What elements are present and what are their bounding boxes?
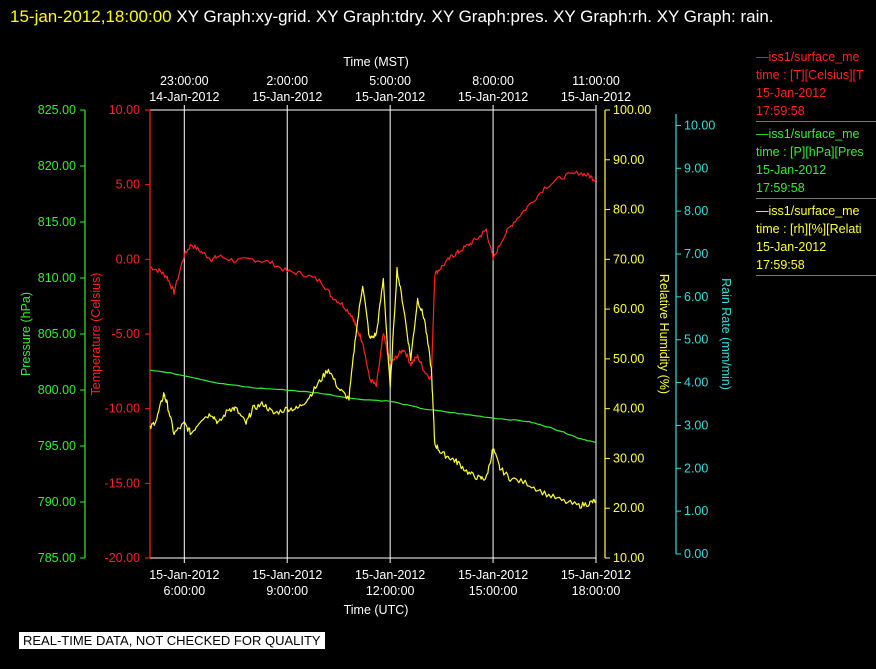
- legend-entry-pressure: —iss1/surface_me time : [P][hPa][Pres 15…: [756, 125, 876, 199]
- legend-entry-temperature: —iss1/surface_me time : [T][Celsius][T 1…: [756, 48, 876, 122]
- legend-line: —iss1/surface_me: [756, 50, 860, 64]
- timestamp: 15-jan-2012,18:00:00: [10, 7, 172, 26]
- rain-tick-label: 5.00: [684, 333, 708, 347]
- x-tick-label-date: 15-Jan-2012: [355, 568, 425, 582]
- pressure-tick-label: 790.00: [38, 495, 76, 509]
- x-tick-label-time: 6:00:00: [163, 584, 205, 598]
- temperature-tick-label: 5.00: [116, 178, 140, 192]
- rain-tick-label: 7.00: [684, 247, 708, 261]
- rain-tick-label: 9.00: [684, 161, 708, 175]
- rain-tick-label: 4.00: [684, 376, 708, 390]
- pressure-tick-label: 815.00: [38, 215, 76, 229]
- graph-list: XY Graph:xy-grid. XY Graph:tdry. XY Grap…: [176, 7, 774, 26]
- x-tick-label-date: 15-Jan-2012: [561, 568, 631, 582]
- x-top-tick-label-time: 2:00:00: [266, 74, 308, 88]
- temperature-series-line: [149, 170, 597, 388]
- legend-line: —iss1/surface_me: [756, 127, 860, 141]
- graph-title: 15-jan-2012,18:00:00 XY Graph:xy-grid. X…: [10, 2, 870, 32]
- x-top-tick-label-date: 15-Jan-2012: [355, 90, 425, 104]
- x-tick-label-date: 15-Jan-2012: [149, 568, 219, 582]
- temperature-tick-label: 10.00: [109, 103, 140, 117]
- legend-line: 17:59:58: [756, 104, 805, 118]
- x-top-tick-label-date: 14-Jan-2012: [149, 90, 219, 104]
- x-top-tick-label-time: 23:00:00: [160, 74, 209, 88]
- humidity-tick-label: 10.00: [613, 551, 644, 565]
- pressure-tick-label: 795.00: [38, 439, 76, 453]
- humidity-tick-label: 40.00: [613, 402, 644, 416]
- temperature-tick-label: -5.00: [112, 327, 141, 341]
- pressure-tick-label: 785.00: [38, 551, 76, 565]
- quality-warning-banner: REAL-TIME DATA, NOT CHECKED FOR QUALITY: [19, 632, 325, 649]
- rain-tick-label: 0.00: [684, 547, 708, 561]
- humidity-tick-label: 70.00: [613, 252, 644, 266]
- legend-line: time : [rh][%][Relati: [756, 222, 862, 236]
- rain-tick-label: 1.00: [684, 504, 708, 518]
- x-top-tick-label-time: 5:00:00: [369, 74, 411, 88]
- temperature-tick-label: -20.00: [105, 551, 140, 565]
- rain-axis-title: Rain Rate (mm/min): [719, 278, 733, 390]
- x-top-tick-label-time: 11:00:00: [572, 74, 620, 88]
- rain-tick-label: 6.00: [684, 290, 708, 304]
- grid-lines: [183, 110, 597, 558]
- pressure-tick-label: 810.00: [38, 271, 76, 285]
- humidity-tick-label: 30.00: [613, 451, 644, 465]
- humidity-tick-label: 90.00: [613, 153, 644, 167]
- axes: 15-Jan-2012 6:00:00 15-Jan-2012 9:00:00 15-J…: [38, 74, 716, 598]
- x-top-tick-label-date: 15-Jan-2012: [252, 90, 322, 104]
- legend-entry-humidity: —iss1/surface_me time : [rh][%][Relati 1…: [756, 202, 876, 276]
- rain-tick-label: 3.00: [684, 418, 708, 432]
- plot-area: [149, 109, 597, 559]
- x-top-axis-title: Time (MST): [343, 55, 409, 69]
- humidity-tick-label: 80.00: [613, 203, 644, 217]
- temperature-tick-label: -10.00: [105, 402, 140, 416]
- x-tick-label-time: 9:00:00: [266, 584, 308, 598]
- x-top-tick-label-date: 15-Jan-2012: [561, 90, 631, 104]
- pressure-series-line: [149, 369, 597, 444]
- rain-tick-label: 10.00: [684, 118, 715, 132]
- x-top-tick-label-date: 15-Jan-2012: [458, 90, 528, 104]
- pressure-tick-label: 800.00: [38, 383, 76, 397]
- legend-line: time : [T][Celsius][T: [756, 68, 864, 82]
- humidity-tick-label: 60.00: [613, 302, 644, 316]
- series-lines: [149, 170, 597, 509]
- legend-line: time : [P][hPa][Pres: [756, 145, 864, 159]
- rain-tick-label: 8.00: [684, 204, 708, 218]
- legend-line: 17:59:58: [756, 258, 805, 272]
- humidity-series-line: [149, 266, 597, 509]
- humidity-tick-label: 100.00: [613, 103, 651, 117]
- legend-line: 17:59:58: [756, 181, 805, 195]
- legend: —iss1/surface_me time : [T][Celsius][T 1…: [756, 48, 876, 279]
- x-tick-label-time: 12:00:00: [366, 584, 415, 598]
- pressure-tick-label: 825.00: [38, 103, 76, 117]
- temperature-tick-label: 0.00: [116, 252, 140, 266]
- legend-line: —iss1/surface_me: [756, 204, 860, 218]
- temperature-tick-label: -15.00: [105, 476, 140, 490]
- x-top-tick-label-time: 8:00:00: [472, 74, 514, 88]
- x-bottom-axis-title: Time (UTC): [344, 603, 409, 617]
- humidity-tick-label: 20.00: [613, 501, 644, 515]
- x-tick-label-date: 15-Jan-2012: [252, 568, 322, 582]
- legend-line: 15-Jan-2012: [756, 86, 827, 100]
- rain-tick-label: 2.00: [684, 461, 708, 475]
- pressure-tick-label: 805.00: [38, 327, 76, 341]
- temperature-axis-title: Temperature (Celsius): [89, 273, 103, 396]
- legend-line: 15-Jan-2012: [756, 163, 827, 177]
- x-tick-label-time: 15:00:00: [469, 584, 518, 598]
- x-tick-label-time: 18:00:00: [572, 584, 621, 598]
- pressure-tick-label: 820.00: [38, 159, 76, 173]
- pressure-axis-title: Pressure (hPa): [19, 292, 33, 376]
- humidity-tick-label: 50.00: [613, 352, 644, 366]
- legend-line: 15-Jan-2012: [756, 240, 827, 254]
- x-tick-label-date: 15-Jan-2012: [458, 568, 528, 582]
- humidity-axis-title: Relative Humidity (%): [657, 274, 671, 394]
